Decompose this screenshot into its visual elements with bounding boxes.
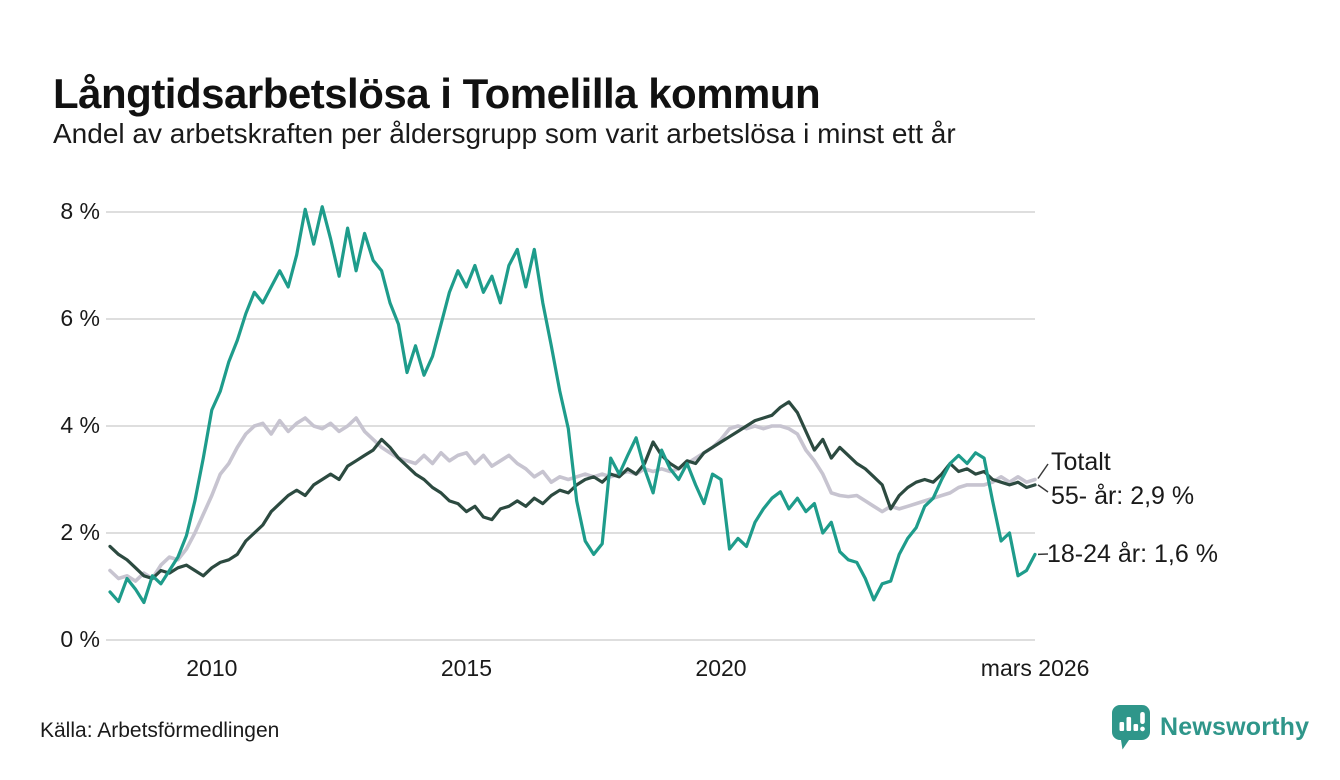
newsworthy-logo: Newsworthy — [1111, 704, 1309, 751]
x-tick-label-2020: 2020 — [695, 655, 747, 681]
y-tick-label-8: 8 % — [60, 197, 100, 224]
x-tick-label-mars-2026: mars 2026 — [980, 655, 1090, 681]
series-end-label-18-24-ar: 18-24 år: 1,6 % — [1047, 540, 1218, 568]
series-end-label-55-ar: 55- år: 2,9 % — [1051, 482, 1195, 510]
y-tick-label-2: 2 % — [60, 518, 100, 545]
series-end-label-totalt: Totalt — [1051, 448, 1111, 476]
y-tick-label-6: 6 % — [60, 304, 100, 331]
x-tick-label-2010: 2010 — [186, 655, 238, 681]
newsworthy-wordmark: Newsworthy — [1160, 713, 1310, 741]
series-line-18-24-år — [108, 205, 1037, 605]
leader-line-55--år — [1037, 484, 1049, 493]
newsworthy-bubble-chart-icon — [1112, 705, 1150, 750]
series-line-55--år — [108, 400, 1037, 581]
page-title: Långtidsarbetslösa i Tomelilla kommun — [53, 70, 821, 118]
y-tick-label-4: 4 % — [60, 411, 100, 438]
leader-line-Totalt — [1037, 463, 1049, 479]
y-tick-label-0: 0 % — [60, 625, 100, 652]
x-tick-label-2015: 2015 — [440, 655, 492, 681]
chart-subtitle: Andel av arbetskraften per åldersgrupp s… — [53, 118, 956, 149]
source-note: Källa: Arbetsförmedlingen — [40, 719, 280, 742]
